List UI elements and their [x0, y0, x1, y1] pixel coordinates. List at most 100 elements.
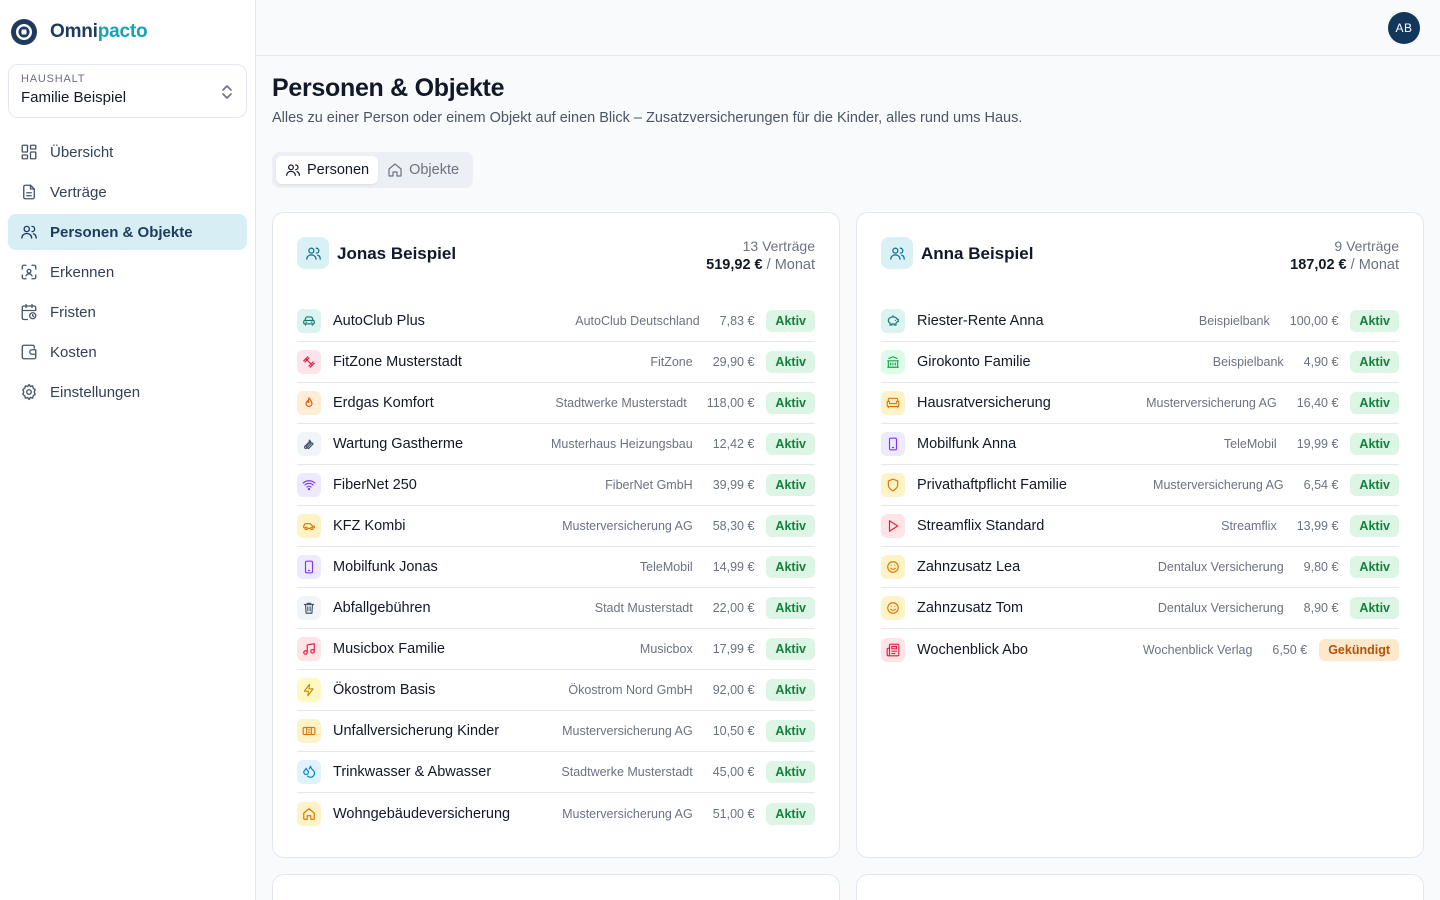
sidebar-item-fristen[interactable]: Fristen: [8, 294, 247, 330]
contract-provider: TeleMobil: [1223, 437, 1277, 451]
contract-list: Riester-Rente Anna Beispielbank 100,00 € Ak…: [881, 301, 1399, 670]
status-badge: Aktiv: [766, 433, 815, 455]
contract-count: 13 Verträge: [742, 238, 815, 254]
sidebar-item-erkennen[interactable]: Erkennen: [8, 254, 247, 290]
contract-row[interactable]: Abfallgebühren Stadt Musterstadt 22,00 € Ak…: [297, 588, 815, 629]
contract-row[interactable]: Privathaftpflicht Familie Musterversicher…: [881, 465, 1399, 506]
household-selector[interactable]: HAUSHALT Familie Beispiel: [8, 64, 247, 118]
droplets-icon: [303, 765, 316, 778]
sidebar-item-label: Erkennen: [50, 263, 115, 281]
status-badge: Aktiv: [1350, 474, 1399, 496]
contract-provider: Stadtwerke Musterstadt: [561, 765, 693, 779]
home-icon: [388, 163, 402, 177]
person-name[interactable]: Jonas Beispiel: [337, 244, 457, 263]
wrench-icon: [303, 439, 314, 450]
contract-category: [297, 555, 321, 579]
contract-row[interactable]: Unfallversicherung Kinder Musterversicher…: [297, 711, 815, 752]
person-name[interactable]: Anna Beispiel: [921, 244, 1034, 263]
contract-name: Unfallversicherung Kinder: [333, 723, 500, 739]
contract-category: [881, 309, 905, 333]
sidebar-item-verträge[interactable]: Verträge: [8, 174, 247, 210]
sidebar-item-übersicht[interactable]: Übersicht: [8, 134, 247, 170]
contract-price: 118,00 €: [706, 396, 755, 410]
contract-provider: Musterversicherung AG: [562, 724, 693, 738]
contract-name: Girokonto Familie: [917, 354, 1031, 370]
contract-row[interactable]: Streamflix Standard Streamflix 13,99 € Akti…: [881, 506, 1399, 547]
contract-row[interactable]: Mobilfunk Jonas TeleMobil 14,99 € Aktiv: [297, 547, 815, 588]
contract-category: [297, 637, 321, 661]
contract-row[interactable]: FiberNet 250 FiberNet GmbH 39,99 € Aktiv: [297, 465, 815, 506]
status-badge: Aktiv: [766, 679, 815, 701]
contract-name: Zahnzusatz Lea: [917, 559, 1021, 575]
contract-row[interactable]: Zahnzusatz Lea Dentalux Versicherung 9,80 …: [881, 547, 1399, 588]
users-icon: [21, 225, 37, 239]
contract-category: [881, 514, 905, 538]
contract-row[interactable]: Wohngebäudeversicherung Musterversicherun…: [297, 793, 815, 834]
user-avatar[interactable]: AB: [1388, 12, 1420, 44]
users-icon: [889, 247, 905, 260]
contract-row[interactable]: Girokonto Familie Beispielbank 4,90 € Aktiv: [881, 342, 1399, 383]
tab-personen[interactable]: Personen: [276, 156, 379, 184]
sidebar-item-label: Fristen: [50, 303, 96, 321]
document-icon: [23, 184, 35, 200]
contract-name: Riester-Rente Anna: [917, 313, 1044, 329]
sidebar-item-kosten[interactable]: Kosten: [8, 334, 247, 370]
status-badge: Gekündigt: [1319, 638, 1399, 661]
contract-category: [297, 719, 321, 743]
tab-objekte[interactable]: Objekte: [378, 156, 468, 184]
contract-price: 17,99 €: [712, 642, 755, 656]
contract-provider: Musterhaus Heizungsbau: [550, 437, 693, 451]
contract-row[interactable]: Ökostrom Basis Ökostrom Nord GmbH 92,00 € A…: [297, 670, 815, 711]
contract-row[interactable]: Zahnzusatz Tom Dentalux Versicherung 8,90 …: [881, 588, 1399, 629]
contract-name: Zahnzusatz Tom: [917, 600, 1024, 616]
contract-name: FiberNet 250: [333, 477, 417, 493]
brand-logo[interactable]: Omnipacto: [10, 17, 148, 47]
contract-price: 39,99 €: [712, 478, 755, 492]
monthly-total: 187,02 € / Monat: [1290, 257, 1399, 273]
contract-category: [881, 432, 905, 456]
sidebar-item-einstellungen[interactable]: Einstellungen: [8, 374, 247, 410]
contract-name: Abfallgebühren: [333, 600, 431, 616]
person-summary: 13 Verträge 519,92 € / Monat: [706, 238, 815, 273]
contract-row[interactable]: Wochenblick Abo Wochenblick Verlag 6,50 € G…: [881, 629, 1399, 670]
contract-name: Ökostrom Basis: [333, 682, 436, 698]
contract-row[interactable]: Trinkwasser & Abwasser Stadtwerke Musters…: [297, 752, 815, 793]
status-badge: Aktiv: [766, 392, 815, 414]
contract-category: [297, 391, 321, 415]
contract-price: 7,83 €: [719, 314, 755, 328]
contract-list: AutoClub Plus AutoClub Deutschland 7,83 € A…: [297, 301, 815, 834]
contract-row[interactable]: Musicbox Familie Musicbox 17,99 € Aktiv: [297, 629, 815, 670]
contract-row[interactable]: Riester-Rente Anna Beispielbank 100,00 € Ak…: [881, 301, 1399, 342]
status-badge: Aktiv: [766, 597, 815, 619]
status-badge: Aktiv: [766, 720, 815, 742]
contract-provider: Dentalux Versicherung: [1157, 601, 1284, 615]
smile-icon: [887, 602, 899, 614]
status-badge: Aktiv: [1350, 351, 1399, 373]
contract-row[interactable]: Wartung Gastherme Musterhaus Heizungsbau 1…: [297, 424, 815, 465]
contract-row[interactable]: Mobilfunk Anna TeleMobil 19,99 € Aktiv: [881, 424, 1399, 465]
status-badge: Aktiv: [1350, 392, 1399, 414]
contract-row[interactable]: FitZone Musterstadt FitZone 29,90 € Aktiv: [297, 342, 815, 383]
sidebar-item-personen-objekte[interactable]: Personen & Objekte: [8, 214, 247, 250]
contract-row[interactable]: KFZ Kombi Musterversicherung AG 58,30 € Akt…: [297, 506, 815, 547]
contract-name: KFZ Kombi: [333, 518, 406, 534]
monthly-total-value: 187,02 €: [1290, 257, 1347, 273]
person-card-header: Jonas Beispiel 13 Verträge 519,92 € / Mona…: [297, 237, 815, 277]
contract-name: Wochenblick Abo: [917, 641, 1028, 658]
status-badge: Aktiv: [766, 351, 815, 373]
contract-row[interactable]: AutoClub Plus AutoClub Deutschland 7,83 € A…: [297, 301, 815, 342]
sidebar-item-label: Einstellungen: [50, 383, 141, 401]
users-icon: [286, 164, 300, 176]
contract-provider: Musterversicherung AG: [562, 806, 693, 821]
bolt-icon: [303, 683, 314, 697]
tab-label: Personen: [307, 162, 370, 178]
contract-provider: FitZone: [650, 355, 693, 369]
household-value: Familie Beispiel: [21, 89, 127, 106]
contract-name: Streamflix Standard: [917, 518, 1045, 534]
main-content: Personen & Objekte Alles zu einer Person…: [256, 56, 1440, 900]
contract-row[interactable]: Erdgas Komfort Stadtwerke Musterstadt 118,…: [297, 383, 815, 424]
household-label: HAUSHALT: [21, 73, 86, 85]
contract-row[interactable]: Hausratversicherung Musterversicherung AG…: [881, 383, 1399, 424]
contract-price: 8,90 €: [1303, 601, 1339, 615]
sidebar-item-label: Personen & Objekte: [50, 223, 193, 241]
